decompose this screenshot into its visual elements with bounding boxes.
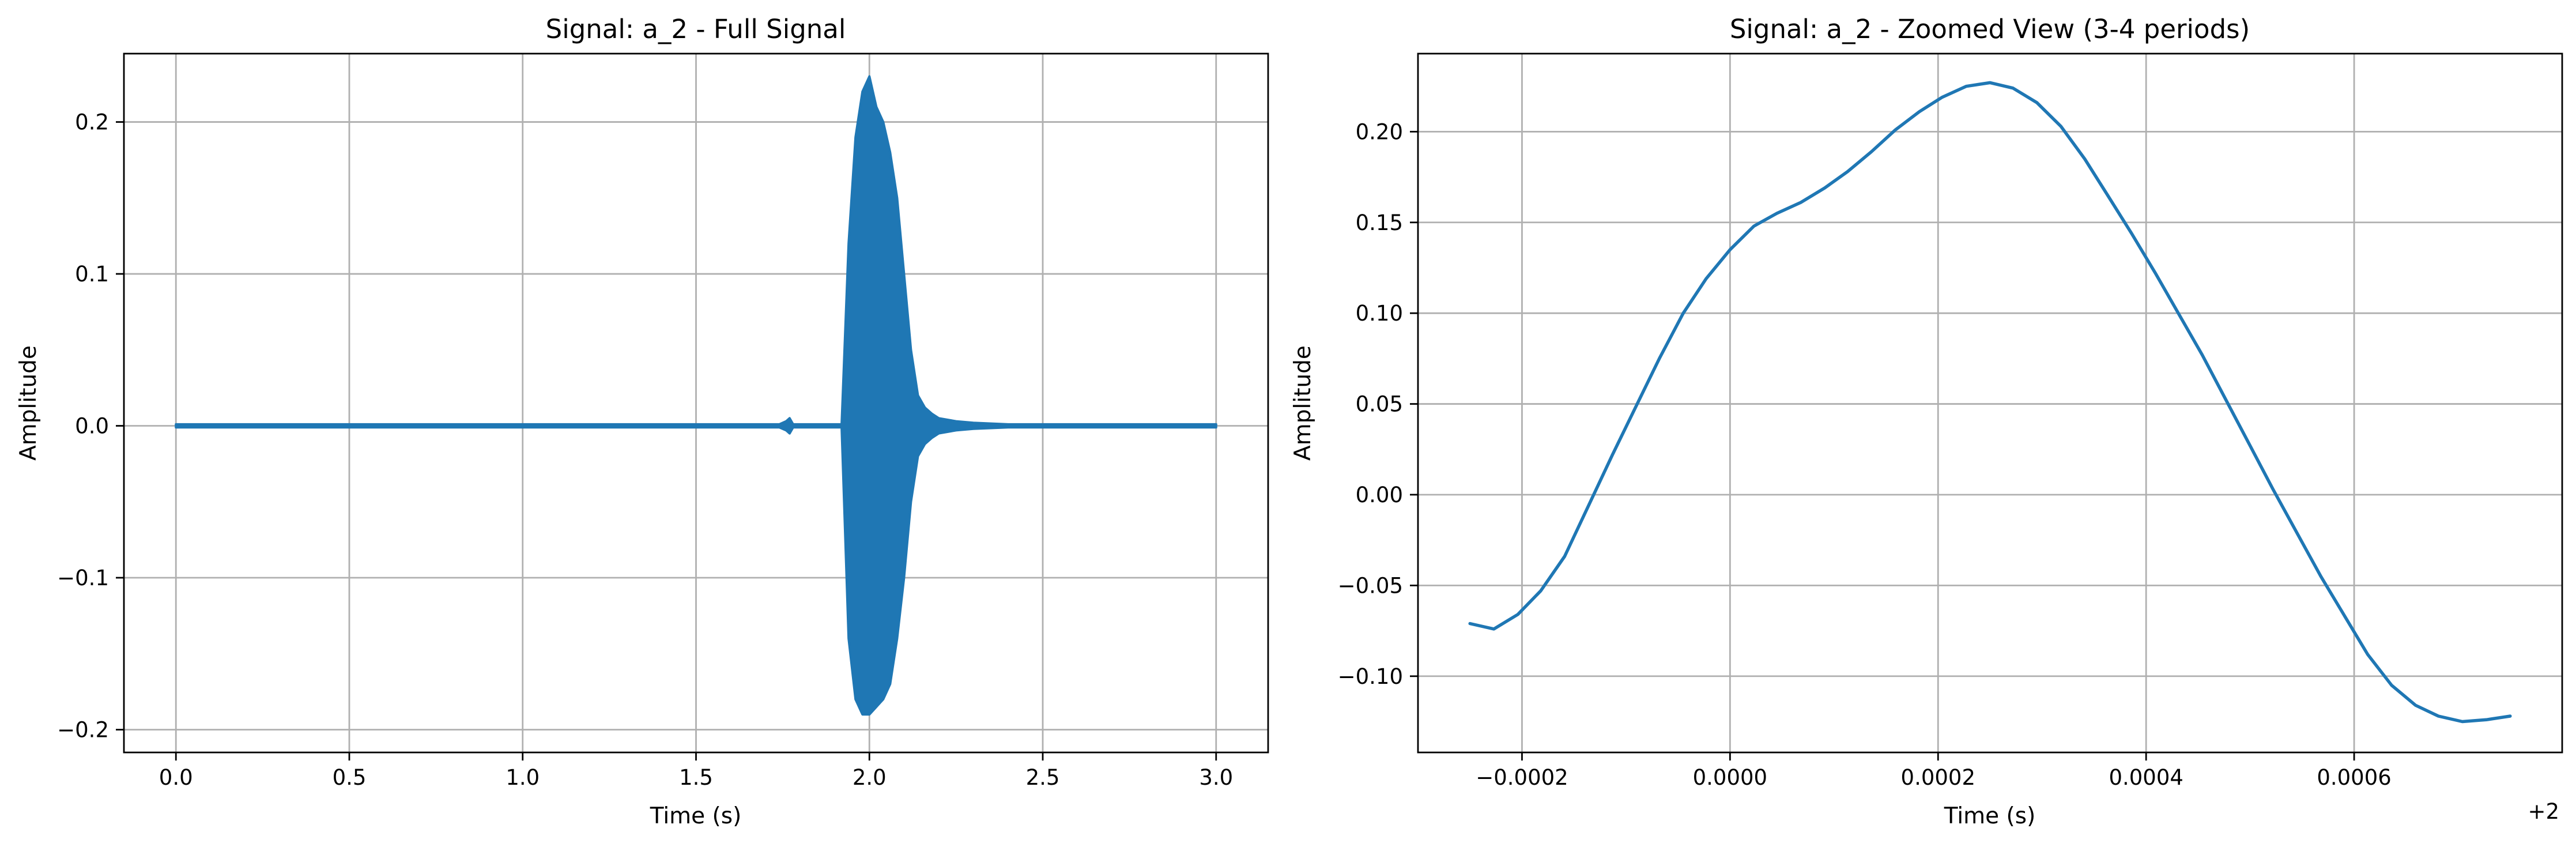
x-tick-label: 0.0002 — [1901, 765, 1975, 790]
x-tick-label: 1.5 — [679, 765, 713, 790]
y-tick-label: −0.10 — [1338, 664, 1403, 689]
signal-line — [1468, 81, 2512, 724]
y-tick-label: 0.2 — [75, 110, 109, 135]
chart-full-signal-plot — [175, 75, 1217, 716]
x-tick-label: 3.0 — [1199, 765, 1233, 790]
chart-full-signal-xlabel: Time (s) — [650, 803, 742, 829]
y-tick-label: 0.15 — [1356, 210, 1403, 235]
chart-zoomed-view-ticks: −0.0002 0.0000 0.0002 0.0004 0.0006 −0.10 −0.0… — [1338, 119, 2392, 790]
x-tick-label: 0.5 — [333, 765, 367, 790]
x-tick-label: 0.0004 — [2109, 765, 2183, 790]
x-tick-label: 2.5 — [1026, 765, 1060, 790]
chart-zoomed-view-ylabel: Amplitude — [1290, 345, 1316, 461]
chart-zoomed-view-grid — [1418, 54, 2562, 752]
y-tick-label: −0.1 — [57, 566, 109, 590]
chart-zoomed-view-frame — [1417, 52, 2563, 754]
x-tick-label: 0.0 — [159, 765, 193, 790]
chart-zoomed-view-title: Signal: a_2 - Zoomed View (3-4 periods) — [1730, 14, 2250, 44]
y-tick-label: 0.1 — [75, 262, 109, 287]
y-tick-label: −0.05 — [1338, 573, 1403, 598]
x-tick-label: 0.0000 — [1693, 765, 1767, 790]
signal-envelope — [175, 75, 1217, 716]
y-tick-label: 0.0 — [75, 414, 109, 439]
x-tick-label: −0.0002 — [1476, 765, 1568, 790]
chart-zoomed-view-xlabel: Time (s) — [1944, 803, 2036, 829]
y-tick-label: 0.05 — [1356, 392, 1403, 417]
chart-zoomed-view: −0.0002 0.0000 0.0002 0.0004 0.0006 −0.10 −0.0… — [1290, 14, 2563, 829]
y-tick-label: 0.20 — [1356, 119, 1403, 144]
y-tick-label: −0.2 — [57, 717, 109, 742]
y-tick-label: 0.00 — [1356, 483, 1403, 507]
chart-full-signal-ticks: 0.0 0.5 1.0 1.5 2.0 2.5 3.0 −0.2 −0.1 0.0 0.1 0.2 — [57, 110, 1233, 790]
chart-zoomed-view-x-offset: +2 — [2528, 799, 2559, 824]
chart-full-signal: 0.0 0.5 1.0 1.5 2.0 2.5 3.0 −0.2 −0.1 0.0 0.1 0.2 S… — [16, 14, 1269, 829]
x-tick-label: 0.0006 — [2317, 765, 2391, 790]
chart-full-signal-ylabel: Amplitude — [16, 345, 42, 461]
x-tick-label: 2.0 — [853, 765, 887, 790]
x-tick-label: 1.0 — [506, 765, 540, 790]
chart-zoomed-view-plot — [1468, 81, 2512, 724]
y-tick-label: 0.10 — [1356, 301, 1403, 326]
chart-full-signal-title: Signal: a_2 - Full Signal — [546, 14, 846, 44]
